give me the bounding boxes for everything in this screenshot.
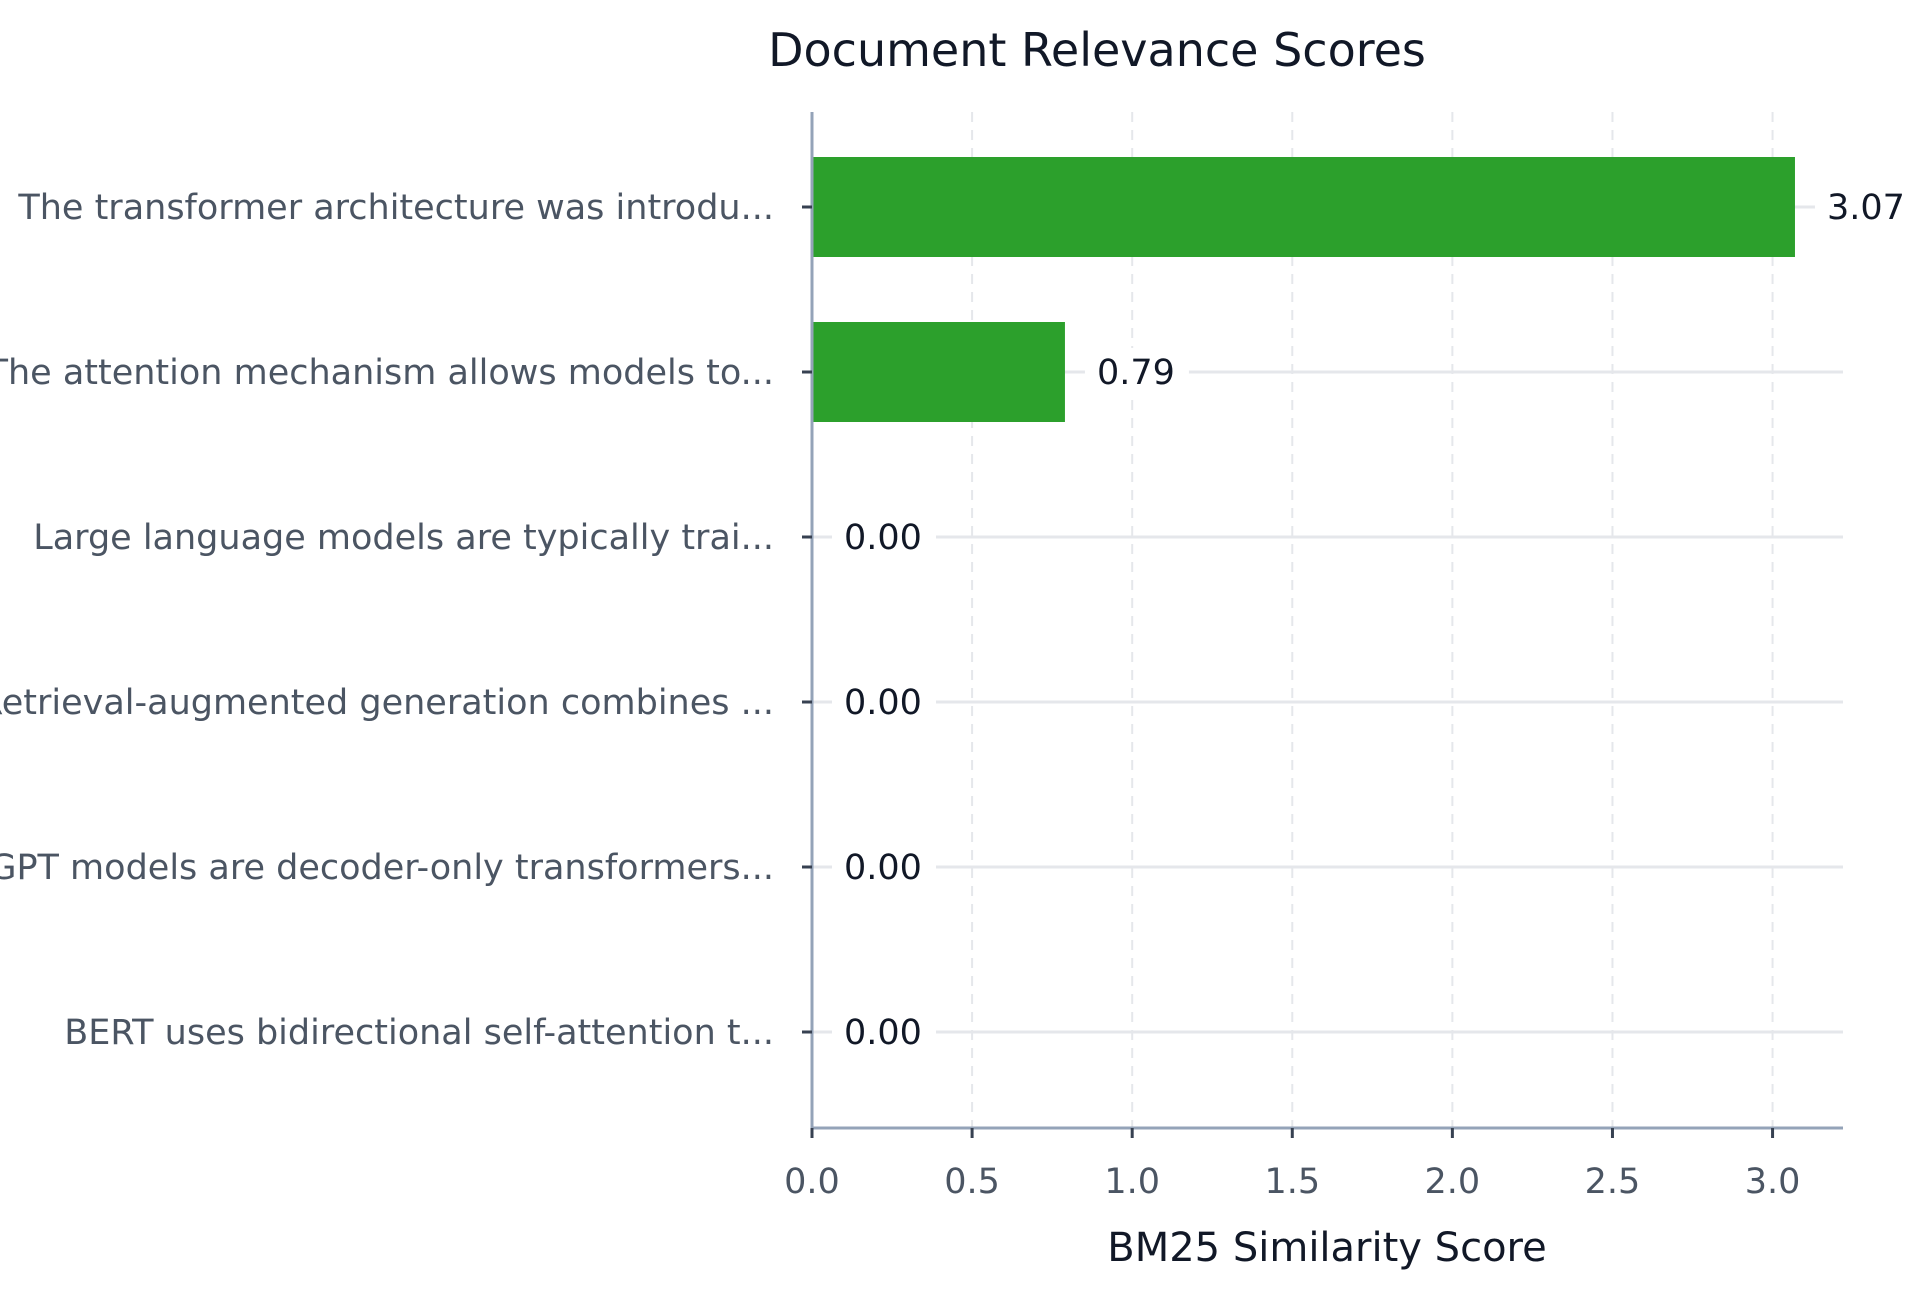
- x-tick-label: 0.0: [784, 1162, 840, 1202]
- labels: The transformer architecture was introdu…: [0, 183, 1919, 1202]
- x-tick-label: 2.5: [1585, 1162, 1641, 1202]
- category-label: The transformer architecture was introdu…: [17, 188, 774, 228]
- chart-title: Document Relevance Scores: [768, 23, 1426, 77]
- category-label: BERT uses bidirectional self-attention t…: [64, 1013, 774, 1053]
- x-tick-label: 0.5: [944, 1162, 1000, 1202]
- bar: [812, 322, 1065, 422]
- x-tick-label: 1.0: [1104, 1162, 1160, 1202]
- value-label-bg: [832, 513, 936, 561]
- x-axis-title: BM25 Similarity Score: [1107, 1225, 1546, 1271]
- value-label: 0.00: [844, 1013, 922, 1053]
- value-label: 0.00: [844, 683, 922, 723]
- gridlines: [812, 112, 1843, 1128]
- x-tick-label: 1.5: [1264, 1162, 1320, 1202]
- bar: [812, 157, 1795, 257]
- value-label-bg: [832, 678, 936, 726]
- value-label-bg: [832, 843, 936, 891]
- value-label: 0.79: [1097, 353, 1175, 393]
- value-label-bg: [1814, 183, 1919, 231]
- category-label: Retrieval-augmented generation combines …: [0, 683, 774, 723]
- value-label: 0.00: [844, 848, 922, 888]
- category-label: The attention mechanism allows models to…: [0, 353, 774, 393]
- category-label: GPT models are decoder-only transformers…: [0, 848, 774, 888]
- value-label-bg: [1084, 348, 1189, 396]
- x-tick-label: 2.0: [1425, 1162, 1481, 1202]
- value-label-bg: [832, 1008, 936, 1056]
- bars: [812, 157, 1795, 422]
- value-label: 3.07: [1827, 188, 1905, 228]
- category-label: Large language models are typically trai…: [33, 518, 774, 558]
- x-tick-label: 3.0: [1745, 1162, 1801, 1202]
- axes: [802, 112, 1843, 1138]
- value-label: 0.00: [844, 518, 922, 558]
